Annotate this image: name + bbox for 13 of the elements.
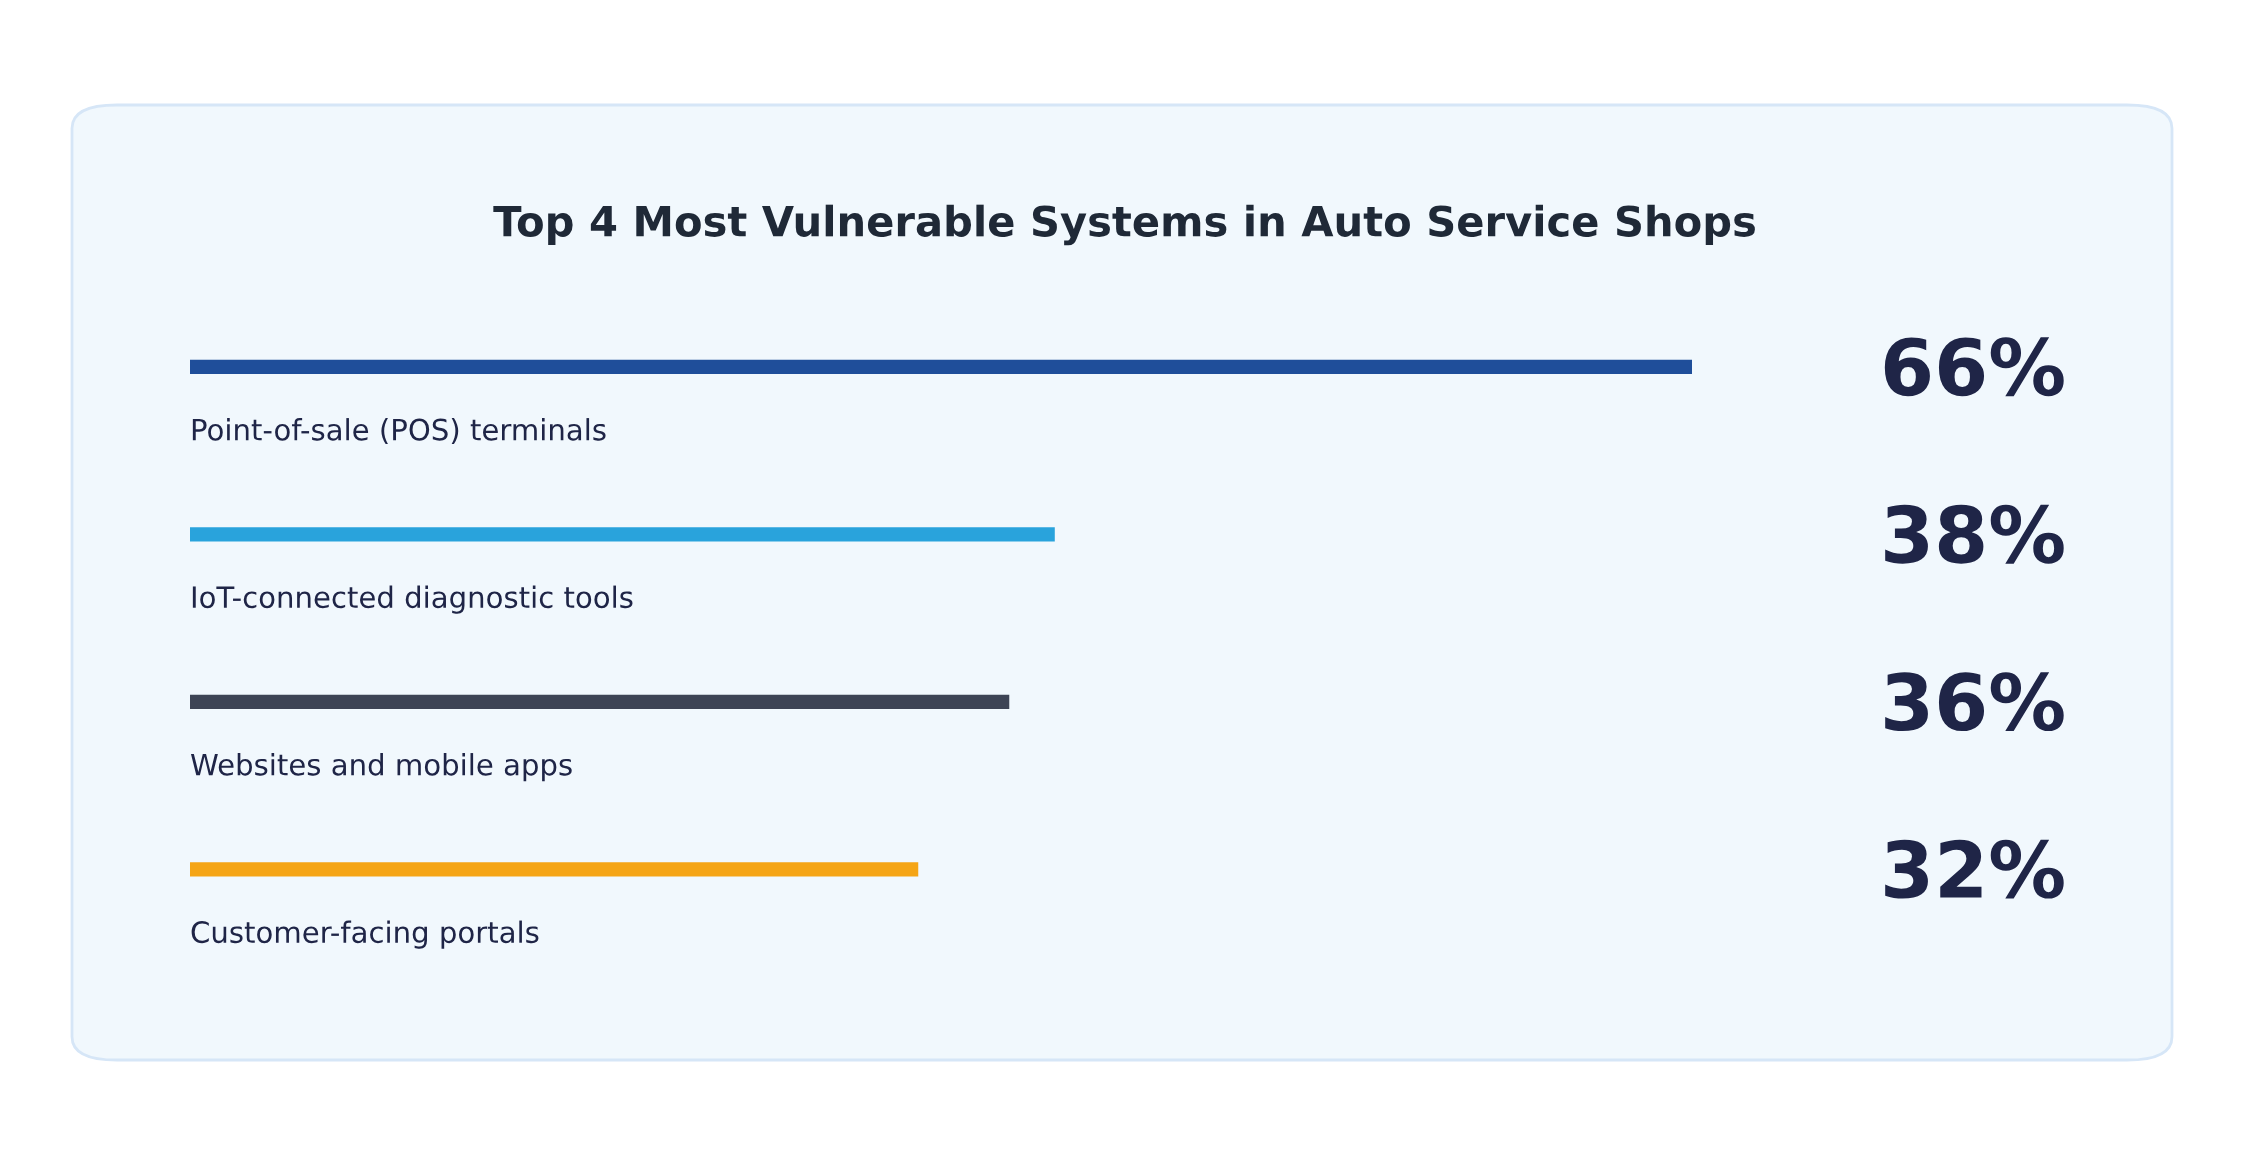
bar — [190, 862, 919, 877]
data-label: 36% — [1885, 672, 2064, 732]
y-tick-label: Websites and mobile apps — [190, 753, 572, 782]
bar — [190, 359, 1692, 374]
y-tick-label: Point-of-sale (POS) terminals — [192, 418, 606, 445]
data-label: 38% — [1885, 504, 2064, 564]
data-label: 32% — [1885, 839, 2064, 899]
chart-title: Top 4 Most Vulnerable Systems in Auto Service Shops — [493, 204, 1755, 246]
y-tick-label: IoT-connected diagnostic tools — [192, 585, 633, 614]
data-label: 66% — [1884, 337, 2064, 397]
y-tick-label: Customer-facing portals — [191, 920, 539, 949]
bar — [190, 694, 1010, 709]
bar — [190, 527, 1055, 542]
